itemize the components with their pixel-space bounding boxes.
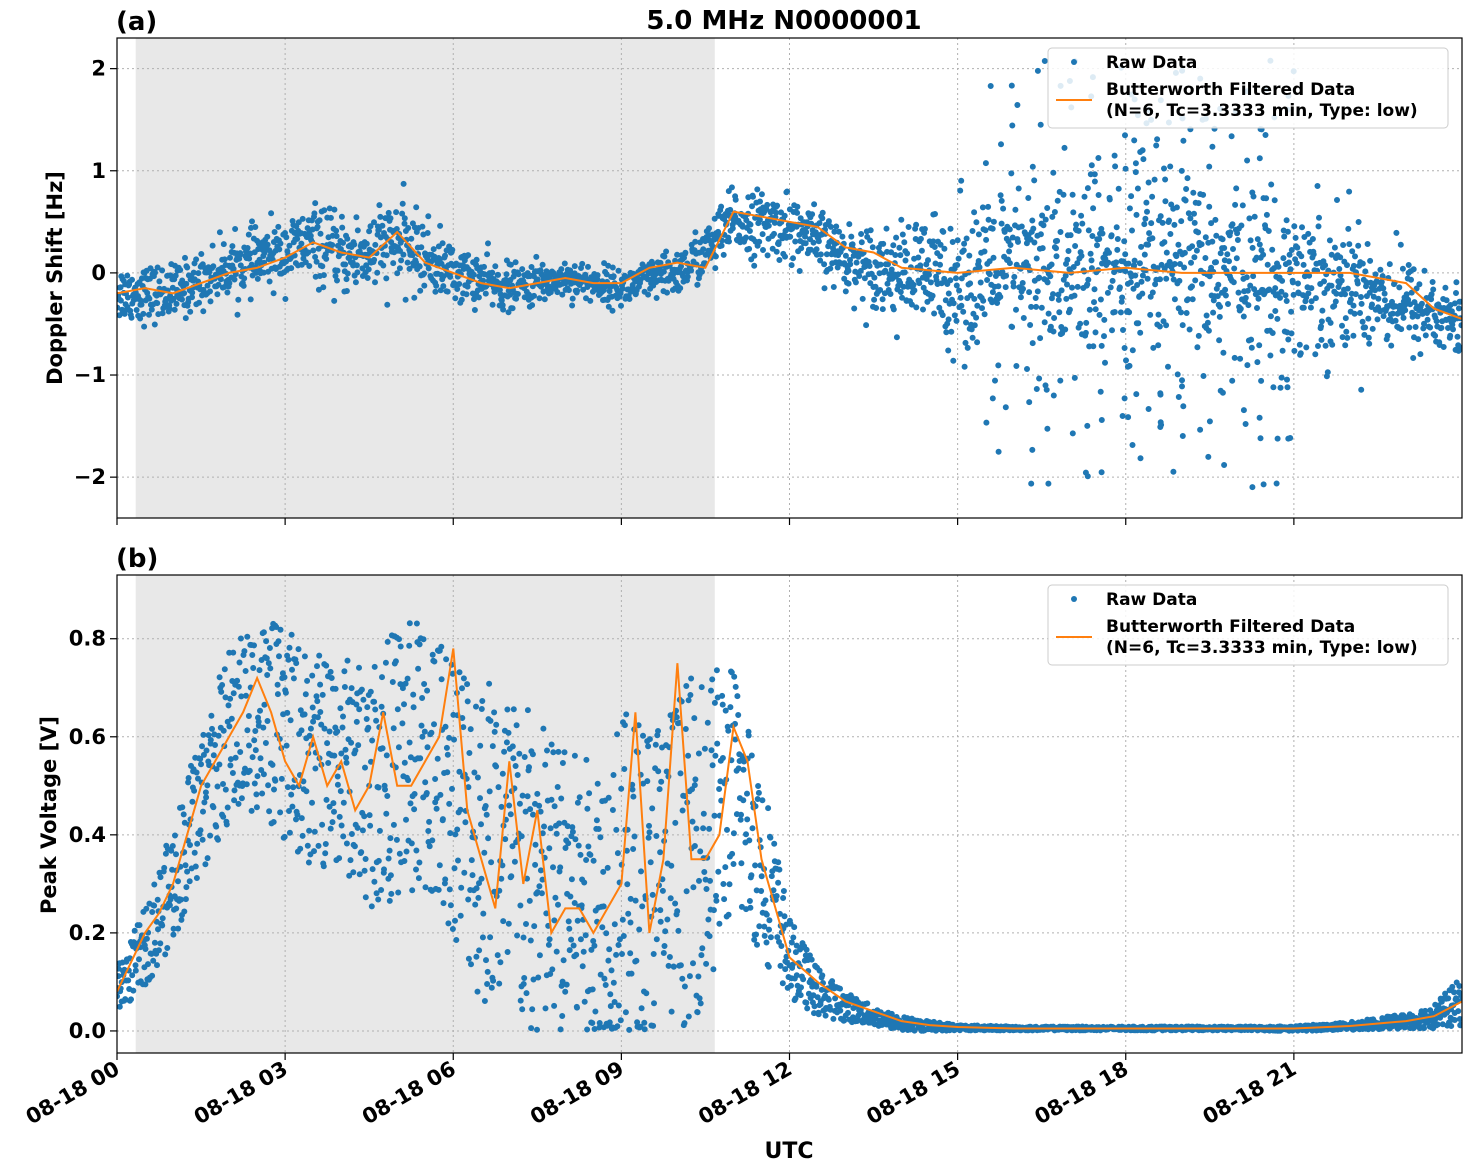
y-tick-label: 0.8 bbox=[69, 627, 106, 651]
panel-a: (a) Doppler Shift [Hz] −2 −1 0 1 2 Raw Data Bu… bbox=[43, 7, 1463, 525]
legend-box bbox=[1047, 584, 1449, 666]
x-tick-label: 08-18 21 bbox=[1199, 1057, 1301, 1130]
x-tick-label: 08-18 03 bbox=[190, 1057, 292, 1130]
y-tick-label: 2 bbox=[91, 57, 106, 81]
x-tick-label: 08-18 15 bbox=[862, 1057, 964, 1130]
figure-title: 5.0 MHz N0000001 bbox=[646, 6, 921, 36]
x-tick-label: 08-18 18 bbox=[1030, 1057, 1132, 1130]
x-tick-label: 08-18 09 bbox=[526, 1057, 628, 1130]
legend-raw-label: Raw Data bbox=[1106, 590, 1197, 610]
panel-label: (b) bbox=[116, 544, 158, 574]
legend: Raw Data Butterworth Filtered Data(N=6, T… bbox=[1047, 47, 1449, 129]
y-axis-label: Doppler Shift [Hz] bbox=[43, 171, 67, 385]
legend-raw-marker bbox=[1071, 59, 1077, 65]
panel-label: (a) bbox=[116, 7, 157, 37]
legend-box bbox=[1047, 47, 1449, 129]
y-tick-label: 0.4 bbox=[69, 823, 106, 847]
legend-raw-label: Raw Data bbox=[1106, 53, 1197, 73]
x-tick-label: 08-18 00 bbox=[22, 1057, 124, 1130]
x-tick-label: 08-18 06 bbox=[358, 1057, 460, 1130]
legend-filtered-params: (N=6, Tc=3.3333 min, Type: low) bbox=[1106, 638, 1418, 658]
y-tick-label: −1 bbox=[74, 363, 106, 387]
filtered-data-line bbox=[117, 210, 1462, 320]
legend: Raw Data Butterworth Filtered Data(N=6, T… bbox=[1047, 584, 1449, 666]
legend-filtered-label: Butterworth Filtered Data bbox=[1106, 80, 1355, 100]
legend-raw-marker bbox=[1071, 596, 1077, 602]
filtered-data-line bbox=[117, 648, 1462, 1030]
y-axis-label: Peak Voltage [V] bbox=[37, 716, 61, 914]
y-tick-label: 0.2 bbox=[69, 921, 106, 945]
y-tick-label: 0.6 bbox=[69, 725, 106, 749]
y-tick-label: 0.0 bbox=[69, 1019, 106, 1043]
y-tick-label: 1 bbox=[91, 159, 106, 183]
y-tick-label: 0 bbox=[91, 261, 106, 285]
legend-filtered-label: Butterworth Filtered Data bbox=[1106, 617, 1355, 637]
y-tick-label: −2 bbox=[74, 465, 106, 489]
panel-b: (b) Peak Voltage [V] 0.0 0.2 0.4 0.6 0.8 08-1… bbox=[22, 544, 1463, 1130]
x-tick-label: 08-18 12 bbox=[694, 1057, 796, 1130]
x-axis-label: UTC bbox=[764, 1139, 813, 1164]
legend-filtered-params: (N=6, Tc=3.3333 min, Type: low) bbox=[1106, 101, 1418, 121]
